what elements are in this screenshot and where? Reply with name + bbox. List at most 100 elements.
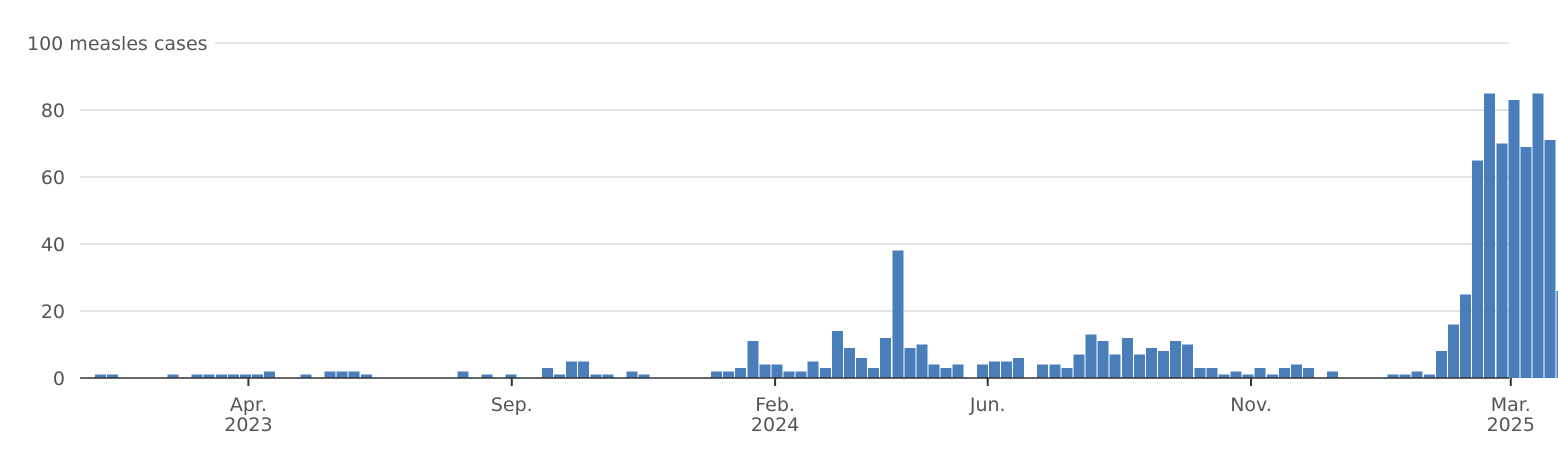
bar-week-42 [602,374,614,378]
y-tick-label-40: 40 [41,234,65,256]
bar-week-52 [723,371,735,378]
x-tick-label-5: Mar. [1491,394,1531,416]
bar-week-96 [1254,367,1266,378]
bar-week-119 [1532,93,1544,378]
bar-week-109 [1411,371,1423,378]
x-tick-label-1: Sep. [491,394,533,416]
bar-week-55 [759,364,771,378]
bar-week-60 [819,367,831,378]
x-tick-label-0: Apr. [230,394,267,416]
bar-week-62 [843,347,855,378]
bar-week-45 [638,374,650,378]
bar-week-112 [1447,324,1459,378]
bar-week-8 [191,374,203,378]
bar-week-37 [541,367,553,378]
bar-week-76 [1013,357,1025,378]
bar-week-70 [940,367,952,378]
bar-week-116 [1496,143,1508,378]
bar-week-102 [1327,371,1339,378]
bar-week-41 [590,374,602,378]
bar-week-100 [1303,367,1314,378]
bar-week-84 [1109,354,1121,378]
bar-week-32 [481,374,493,378]
bar-week-97 [1266,374,1278,378]
bar-week-121 [1556,290,1558,378]
bar-week-9 [203,374,215,378]
x-tick-label-3: Jun. [969,394,1006,416]
bar-week-81 [1073,354,1085,378]
bar-week-64 [868,367,880,378]
bar-week-10 [215,374,227,378]
bar-week-87 [1145,347,1157,378]
bar-week-17 [300,374,312,378]
bar-week-80 [1061,367,1073,378]
bar-week-78 [1037,364,1049,378]
bar-week-56 [771,364,783,378]
bar-week-111 [1435,351,1447,378]
gridlines [80,42,1509,312]
bar-week-34 [505,374,517,378]
bar-week-117 [1508,99,1520,378]
bar-week-92 [1206,367,1218,378]
bar-week-90 [1182,344,1194,378]
bar-week-6 [167,374,179,378]
bar-week-120 [1544,140,1556,378]
bar-week-71 [952,364,964,378]
bar-week-74 [988,361,1000,378]
bar-week-38 [554,374,566,378]
bar-week-14 [264,371,276,378]
bar-week-73 [976,364,988,378]
bar-week-39 [566,361,578,378]
bar-week-114 [1472,160,1484,378]
bar-week-19 [324,371,336,378]
bar-week-110 [1423,374,1435,378]
bar-week-113 [1460,294,1472,378]
bar-week-88 [1158,351,1170,378]
y-tick-label-80: 80 [41,100,65,122]
bar-week-69 [928,364,940,378]
y-tick-label-60: 60 [41,167,65,189]
x-tick-year-0: 2023 [224,414,272,436]
x-tick-year-5: 2025 [1487,414,1535,436]
bar-week-53 [735,367,747,378]
bar-week-0 [95,374,106,378]
bar-week-107 [1387,374,1399,378]
x-axis-ticks: Apr.2023 Sep. Feb.2024 Jun. Nov. Mar.2025 [224,378,1535,436]
bar-week-95 [1242,374,1254,378]
bar-week-115 [1484,93,1496,378]
bar-week-98 [1278,367,1290,378]
bar-week-86 [1133,354,1145,378]
bar-week-67 [904,347,916,378]
bar-week-40 [578,361,590,378]
bar-week-83 [1097,341,1109,378]
bar-week-66 [892,250,904,378]
x-tick-label-2: Feb. [755,394,795,416]
bar-week-44 [626,371,638,378]
bar-week-30 [457,371,469,378]
bar-week-20 [336,371,348,378]
bar-week-59 [807,361,819,378]
bar-week-63 [856,357,868,378]
bar-week-51 [711,371,723,378]
bar-week-108 [1399,374,1411,378]
bar-week-65 [880,337,892,378]
bar-week-12 [239,374,251,378]
bar-week-94 [1230,371,1242,378]
bar-week-89 [1170,341,1182,378]
bar-week-82 [1085,334,1097,378]
bar-week-93 [1218,374,1230,378]
bar-week-1 [107,374,119,378]
y-axis-title-label: 100 measles cases [27,33,208,55]
bar-week-22 [360,374,372,378]
bar-week-68 [916,344,928,378]
bar-week-11 [227,374,239,378]
bar-week-91 [1194,367,1206,378]
bar-week-13 [252,374,264,378]
bar-week-85 [1121,337,1133,378]
x-tick-label-4: Nov. [1230,394,1272,416]
bar-week-99 [1290,364,1302,378]
y-axis-tick-labels: 0 20 40 60 80 100 measles cases [27,33,208,390]
y-tick-label-20: 20 [41,301,65,323]
bar-week-54 [747,341,759,378]
bar-series [95,93,1558,378]
